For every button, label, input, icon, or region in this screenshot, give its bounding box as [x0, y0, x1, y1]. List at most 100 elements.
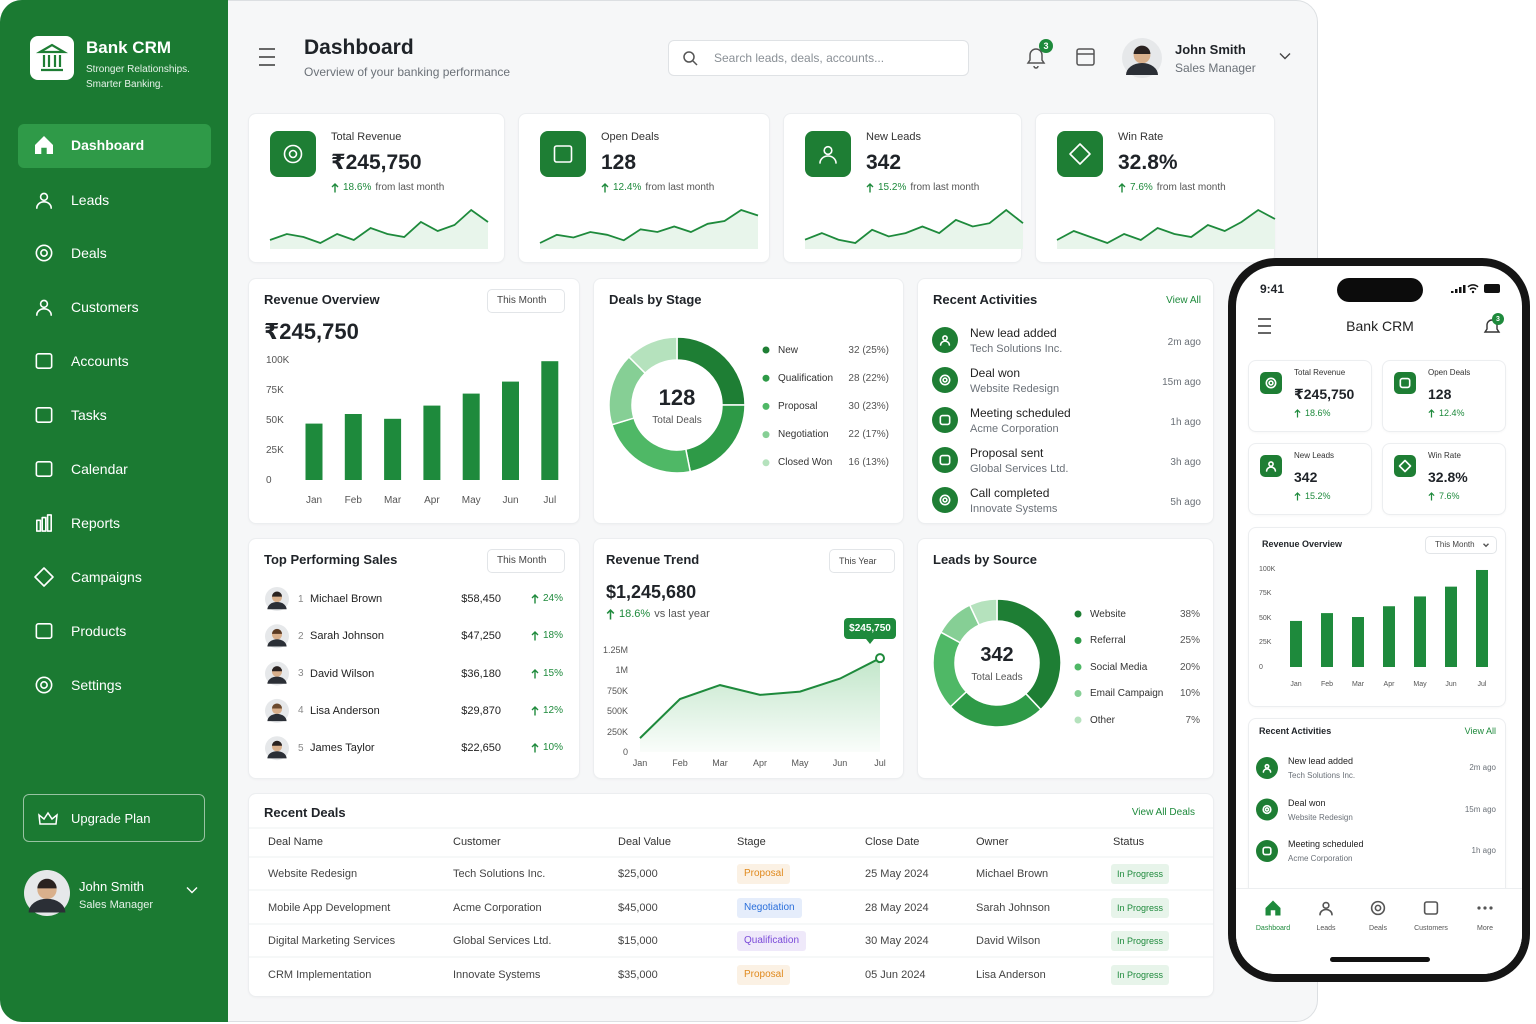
filter-dropdown[interactable]: This Month — [1425, 536, 1497, 554]
x-tick-label: Mar — [1351, 680, 1365, 688]
sales-name: David Wilson — [310, 667, 375, 680]
sales-change-value: 18% — [542, 630, 563, 642]
card-title: Leads by Source — [933, 551, 1038, 567]
view-all-link[interactable]: View All Deals — [1131, 806, 1195, 818]
arrow-up — [531, 743, 539, 753]
kpi-label: Total Revenue — [331, 131, 402, 143]
search-box[interactable] — [668, 40, 969, 76]
arrow-up-path — [601, 183, 609, 193]
donut-center-value: 342 — [980, 644, 1014, 666]
table-cell: David Wilson — [976, 935, 1041, 947]
card-title: Revenue Overview — [264, 291, 380, 307]
sales-rank: 2 — [298, 630, 304, 642]
filter-dropdown[interactable]: This Month — [487, 549, 565, 573]
top-sales-card — [248, 538, 580, 779]
arrow-up — [606, 608, 615, 619]
tab-label[interactable]: Leads — [1316, 924, 1336, 932]
y-tick-label: 100K — [1259, 565, 1276, 573]
activity-time: 3h ago — [1170, 456, 1201, 468]
nav-item[interactable]: Calendar — [71, 461, 128, 477]
activity-title: Deal won — [1288, 797, 1326, 808]
y-tick-label: 1M — [615, 665, 628, 676]
x-tick-label: Feb — [1320, 680, 1334, 688]
arrow-up-path — [1428, 408, 1435, 417]
table-cell: Tech Solutions Inc. — [453, 868, 546, 880]
sales-change: 24% — [313, 592, 563, 606]
page-subtitle: Overview of your banking performance — [304, 65, 511, 79]
y-tick-label: 75K — [266, 384, 284, 396]
revenue-total: ₹245,750 — [264, 318, 359, 344]
header-user-name: John Smith — [1175, 41, 1246, 57]
status-badge: In Progress — [1111, 931, 1170, 951]
nav-item[interactable]: Campaigns — [71, 569, 142, 585]
activity-time: 1h ago — [1471, 846, 1496, 855]
y-tick-label: 1.25M — [602, 645, 628, 655]
kpi-change: 18.6% from last month — [331, 181, 444, 195]
nav-item[interactable]: Products — [71, 623, 127, 639]
nav-item[interactable]: Accounts — [71, 353, 129, 369]
table-cell: Lisa Anderson — [976, 968, 1046, 981]
table-header: Deal Value — [618, 836, 671, 848]
tab-label[interactable]: More — [1477, 924, 1493, 932]
arrow-up-path — [1294, 491, 1301, 500]
search-placeholder: Search leads, deals, accounts... — [714, 51, 885, 65]
view-all-link[interactable]: View All — [1464, 726, 1496, 736]
table-cell: Mobile App Development — [268, 901, 391, 914]
x-tick-label: May — [1413, 680, 1427, 688]
x-tick-label: Jul — [874, 758, 886, 768]
nav-item[interactable]: Customers — [71, 299, 139, 315]
tab-label[interactable]: Dashboard — [1255, 924, 1291, 932]
kpi-change-note: from last month — [1156, 182, 1226, 193]
view-all-link[interactable]: View All — [1166, 294, 1201, 306]
phone-kpi-label: Open Deals — [1428, 368, 1471, 377]
brand-tagline: Stronger Relationships. — [86, 63, 190, 75]
nav-item[interactable]: Reports — [71, 515, 121, 531]
table-header: Close Date — [865, 836, 920, 848]
legend-value: 16 (13%) — [848, 457, 889, 469]
upgrade-box[interactable] — [23, 794, 205, 842]
sales-name: Sarah Johnson — [310, 630, 384, 643]
x-tick-label: Jun — [832, 758, 848, 768]
legend-label: Proposal — [778, 400, 818, 412]
activity-subtitle: Acme Corporation — [970, 423, 1059, 435]
tab-label[interactable]: Customers — [1414, 924, 1448, 932]
activity-title: New lead added — [1288, 756, 1354, 766]
status-badge: In Progress — [1111, 864, 1170, 884]
activity-time: 15m ago — [1162, 376, 1201, 388]
legend-label: Website — [1090, 608, 1126, 620]
table-cell: 28 May 2024 — [865, 901, 929, 914]
filter-dropdown[interactable]: This Month — [487, 289, 565, 313]
nav-item[interactable]: Dashboard — [71, 137, 145, 153]
tab-label[interactable]: Deals — [1369, 924, 1387, 932]
kpi-change: 15.2% from last month — [866, 181, 979, 195]
activity-subtitle: Innovate Systems — [970, 503, 1058, 515]
phone-kpi-change: 12.4% — [1428, 407, 1465, 420]
x-tick-label: May — [461, 494, 481, 506]
y-tick-label: 100K — [266, 354, 290, 366]
filter-dropdown[interactable]: This Year — [829, 549, 895, 573]
x-tick-label: Jun — [1445, 680, 1457, 688]
y-tick-label: 25K — [266, 444, 284, 456]
activity-time: 15m ago — [1464, 804, 1496, 814]
activity-title: Deal won — [970, 366, 1021, 380]
activity-subtitle: Website Redesign — [970, 383, 1060, 395]
x-tick-label: Feb — [672, 758, 688, 768]
sales-rank: 3 — [298, 668, 304, 680]
y-tick-label: 250K — [606, 726, 628, 737]
nav-item[interactable]: Deals — [71, 245, 107, 261]
nav-item[interactable]: Tasks — [71, 407, 107, 423]
phone-kpi-label: New Leads — [1294, 451, 1335, 460]
notification-count: 3 — [1496, 315, 1500, 323]
legend-label: Closed Won — [778, 457, 833, 469]
card-title: Revenue Overview — [1262, 539, 1343, 549]
x-tick-label: Jan — [305, 494, 323, 506]
nav-item[interactable]: Leads — [71, 192, 110, 208]
nav-item[interactable]: Settings — [71, 677, 122, 693]
legend-label: Referral — [1090, 635, 1126, 646]
trend-total: $1,245,680 — [606, 581, 697, 602]
legend-value: 22 (17%) — [848, 429, 889, 441]
activity-title: New lead added — [970, 326, 1057, 340]
card-title: Top Performing Sales — [264, 551, 398, 567]
sidebar-user-role: Sales Manager — [79, 899, 153, 911]
arrow-up-path — [1294, 408, 1301, 417]
